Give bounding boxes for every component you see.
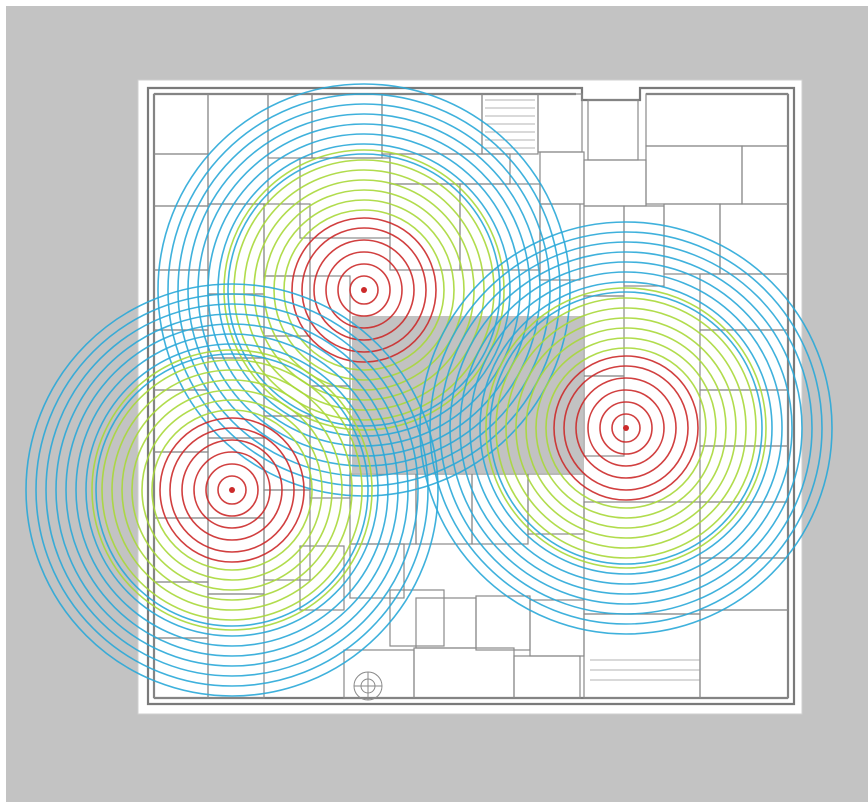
ap-west-medium-ring-5 bbox=[111, 369, 353, 611]
ap-west-strong-ring-1 bbox=[217, 475, 247, 505]
ap-east-weak-ring-3 bbox=[469, 271, 783, 585]
ap-east-weak-ring-6 bbox=[439, 241, 813, 615]
ap-east-medium-ring-5 bbox=[505, 307, 747, 549]
ap-east-medium-ring-2 bbox=[535, 337, 717, 519]
ap-west-weak-ring-1 bbox=[95, 353, 369, 627]
ap-east-medium-ring-7 bbox=[485, 287, 767, 569]
central-courtyard bbox=[352, 316, 584, 474]
ap-east-weak-ring-4 bbox=[459, 261, 793, 595]
ap-north-weak-ring-7 bbox=[167, 93, 561, 487]
ap-east-coverage bbox=[419, 221, 833, 635]
ap-east-medium-ring-3 bbox=[525, 327, 727, 529]
ap-west-coverage bbox=[25, 283, 439, 697]
ap-east-strong-ring-2 bbox=[599, 401, 653, 455]
ap-east-strong-ring-6 bbox=[553, 355, 699, 501]
ap-west-medium-ring-3 bbox=[131, 389, 333, 591]
ap-west-medium-ring-4 bbox=[121, 379, 343, 601]
ap-north-strong-ring-6 bbox=[291, 217, 437, 363]
ap-east-strong-ring-1 bbox=[611, 413, 641, 443]
ap-west-medium-ring-7 bbox=[91, 349, 373, 631]
ap-west-medium-ring-1 bbox=[151, 409, 313, 571]
ap-west-weak-ring-8 bbox=[25, 283, 439, 697]
ap-north-medium-ring-6 bbox=[233, 159, 495, 421]
ap-north-weak-ring-8 bbox=[157, 83, 571, 497]
ap-north-medium-ring-7 bbox=[223, 149, 505, 431]
ap-north-medium-ring-5 bbox=[243, 169, 485, 411]
ap-west-access-point-marker bbox=[229, 487, 235, 493]
ap-east-weak-ring-1 bbox=[489, 291, 763, 565]
coverage-layer bbox=[25, 83, 833, 697]
ap-east-weak-ring-8 bbox=[419, 221, 833, 635]
ap-west-weak-ring-6 bbox=[45, 303, 419, 677]
ap-north-weak-ring-5 bbox=[187, 113, 541, 467]
ap-east-strong-ring-3 bbox=[587, 389, 665, 467]
ap-north-access-point-marker bbox=[361, 287, 367, 293]
ap-west-weak-ring-5 bbox=[55, 313, 409, 667]
ap-west-strong-ring-4 bbox=[181, 439, 283, 541]
ap-north-weak-ring-3 bbox=[207, 133, 521, 447]
ap-west-strong-ring-5 bbox=[169, 427, 295, 553]
ap-east-medium-ring-4 bbox=[515, 317, 737, 539]
ap-north-weak-ring-6 bbox=[177, 103, 551, 477]
ap-east-strong-ring-5 bbox=[563, 365, 689, 491]
ap-west-weak-ring-4 bbox=[65, 323, 399, 657]
ap-east-weak-ring-2 bbox=[479, 281, 773, 575]
ap-north-strong-ring-5 bbox=[301, 227, 427, 353]
ap-west-medium-ring-2 bbox=[141, 399, 323, 581]
ap-north-strong-ring-4 bbox=[313, 239, 415, 341]
ap-north-strong-ring-2 bbox=[337, 263, 391, 317]
ap-east-weak-ring-5 bbox=[449, 251, 803, 605]
ap-west-weak-ring-2 bbox=[85, 343, 379, 637]
ap-east-weak-ring-7 bbox=[429, 231, 823, 625]
ap-east-strong-ring-4 bbox=[575, 377, 677, 479]
ap-west-weak-ring-7 bbox=[35, 293, 429, 687]
ap-west-strong-ring-3 bbox=[193, 451, 271, 529]
ap-west-medium-ring-6 bbox=[101, 359, 363, 621]
ap-north-medium-ring-2 bbox=[273, 199, 455, 381]
ap-east-medium-ring-1 bbox=[545, 347, 707, 509]
ap-north-strong-ring-1 bbox=[349, 275, 379, 305]
stairwell-hatching bbox=[485, 99, 700, 681]
ap-east-access-point-marker bbox=[623, 425, 629, 431]
ap-north-strong-ring-3 bbox=[325, 251, 403, 329]
ap-east-medium-ring-6 bbox=[495, 297, 757, 559]
spiral-stair-symbol bbox=[353, 671, 383, 701]
ap-north-weak-ring-2 bbox=[217, 143, 511, 437]
ap-west-strong-ring-2 bbox=[205, 463, 259, 517]
ap-west-strong-ring-6 bbox=[159, 417, 305, 563]
ap-west-weak-ring-3 bbox=[75, 333, 389, 647]
